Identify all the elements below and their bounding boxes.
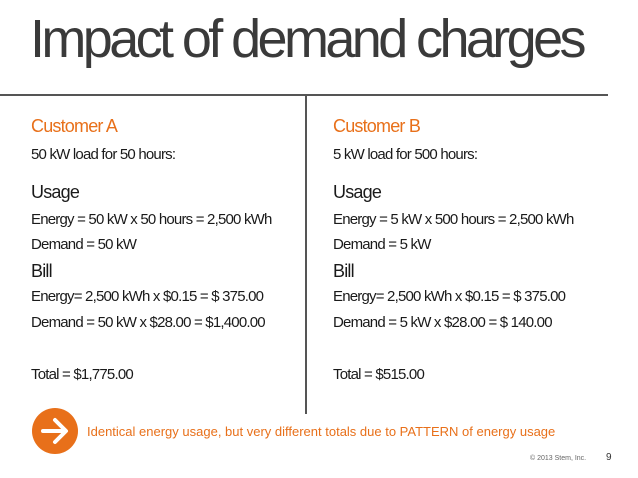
title-rule	[0, 94, 608, 96]
customer-a-heading: Customer A	[31, 116, 118, 136]
slide-title: Impact of demand charges	[30, 9, 587, 69]
customer-b-energy: Energy = 5 kW x 500 hours = 2,500 kWh	[333, 211, 574, 228]
customer-b-usage-heading: Usage	[333, 182, 382, 202]
customer-b-heading: Customer B	[333, 116, 421, 136]
customer-a-total: Total = $1,775.00	[31, 366, 134, 383]
customer-a-bill-heading: Bill	[31, 261, 53, 281]
customer-a-energy: Energy = 50 kW x 50 hours = 2,500 kWh	[31, 211, 272, 228]
customer-a-load: 50 kW load for 50 hours:	[31, 146, 176, 163]
customer-b-bill-demand: Demand = 5 kW x $28.00 = $ 140.00	[333, 314, 553, 331]
customer-b-bill-heading: Bill	[333, 261, 355, 281]
arrow-right-circle-icon	[32, 408, 78, 454]
page-number: 9	[606, 452, 612, 463]
customer-a-bill-energy: Energy= 2,500 kWh x $0.15 = $ 375.00	[31, 288, 264, 305]
callout-note: Identical energy usage, but very differe…	[87, 424, 556, 439]
customer-b-total: Total = $515.00	[333, 366, 425, 383]
customer-a-usage-heading: Usage	[31, 182, 80, 202]
customer-b-load: 5 kW load for 500 hours:	[333, 146, 478, 163]
copyright-notice: © 2013 Stem, Inc.	[530, 455, 587, 462]
customer-a-bill-demand: Demand = 50 kW x $28.00 = $1,400.00	[31, 314, 266, 331]
customer-b-demand: Demand = 5 kW	[333, 236, 431, 253]
customer-a-demand: Demand = 50 kW	[31, 236, 137, 253]
customer-b-bill-energy: Energy= 2,500 kWh x $0.15 = $ 375.00	[333, 288, 566, 305]
column-divider	[305, 96, 307, 414]
